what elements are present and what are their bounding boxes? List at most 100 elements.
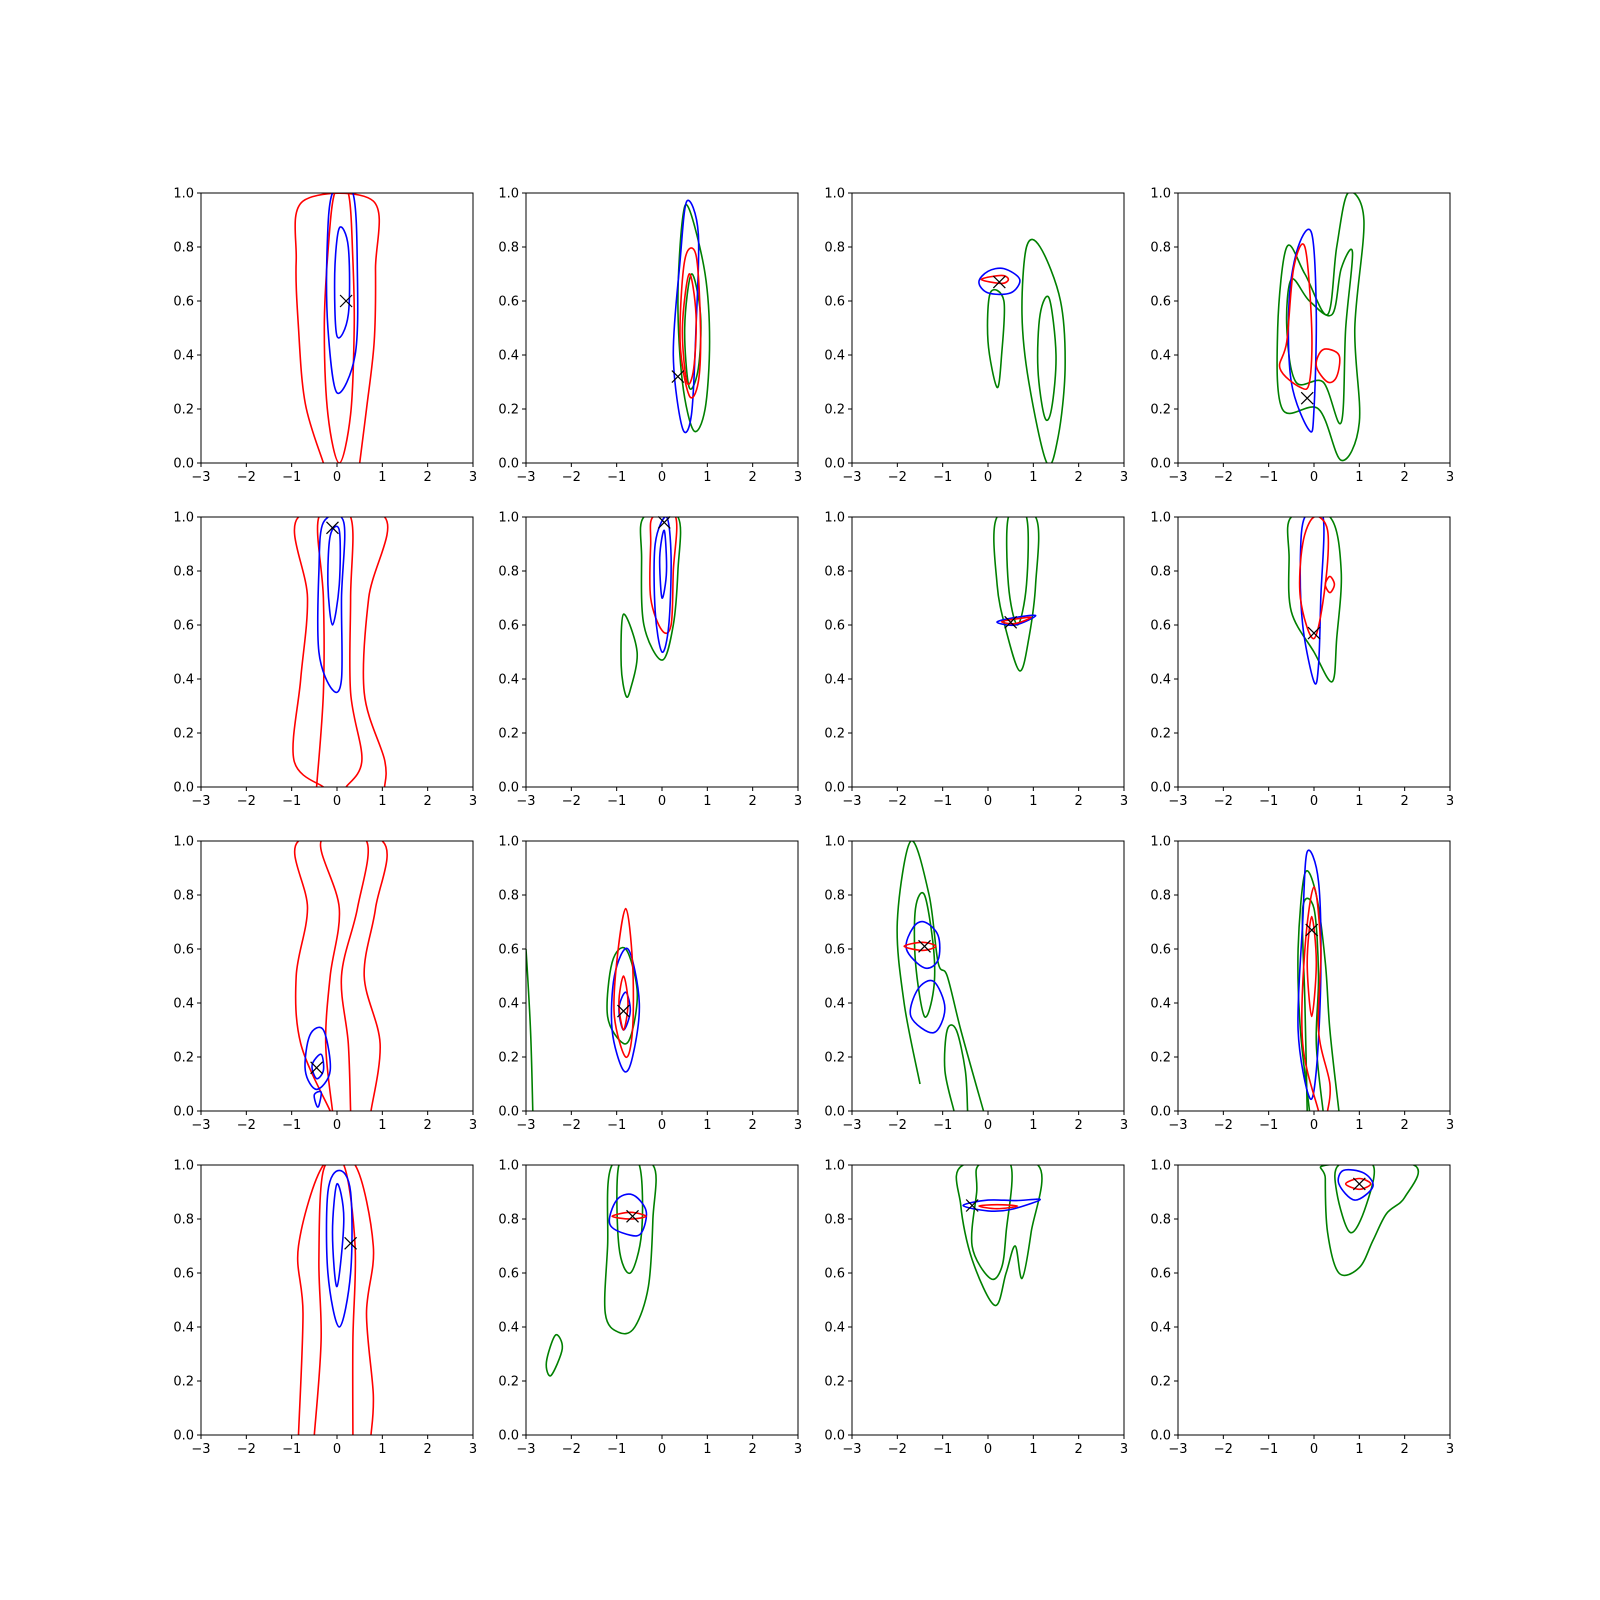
x-tick-label: 1 <box>1029 1118 1037 1133</box>
green-contour <box>1297 870 1340 1111</box>
x-tick-label: 2 <box>424 1442 432 1457</box>
red-contour <box>1344 1177 1372 1191</box>
x-tick-label: 0 <box>1310 1118 1318 1133</box>
x-tick-label: −2 <box>562 1118 581 1133</box>
subplot-2: −3 −2 −1 0 1 2 3 0.0 0.2 0.4 0.6 0.8 1.0 <box>498 187 802 486</box>
y-tick-label: 1.0 <box>173 1159 194 1174</box>
y-tick-label: 0.8 <box>1150 565 1171 580</box>
y-tick-label: 0.0 <box>824 1105 845 1120</box>
red-contour <box>1000 616 1032 625</box>
x-tick-label: −3 <box>842 1442 861 1457</box>
y-tick-label: 0.0 <box>824 781 845 796</box>
red-contour <box>1306 915 1318 1018</box>
x-tick-label: −3 <box>516 1442 535 1457</box>
x-tick-label: −1 <box>1259 1118 1278 1133</box>
red-contour <box>1278 243 1313 391</box>
x-tick-label: 1 <box>378 1118 386 1133</box>
y-tick-label: 0.8 <box>1150 889 1171 904</box>
y-tick-label: 1.0 <box>824 835 845 850</box>
y-tick-label: 0.8 <box>173 565 194 580</box>
blue-contour <box>1299 517 1325 685</box>
x-tick-label: −1 <box>1259 470 1278 485</box>
x-tick-label: −2 <box>888 1118 907 1133</box>
x-tick-label: 2 <box>1075 1118 1083 1133</box>
x-tick-label: −2 <box>237 1118 256 1133</box>
y-tick-label: 0.6 <box>1150 1267 1171 1282</box>
x-tick-label: 2 <box>1401 1442 1409 1457</box>
x-tick-label: 3 <box>469 794 477 809</box>
y-tick-label: 1.0 <box>1150 1159 1171 1174</box>
marker-x <box>617 1004 630 1018</box>
green-contour <box>970 1165 1013 1281</box>
y-tick-label: 0.4 <box>173 1321 194 1336</box>
y-tick-label: 0.6 <box>173 1267 194 1282</box>
red-contour <box>978 1203 1019 1210</box>
x-tick-label: −1 <box>1259 1442 1278 1457</box>
x-tick-label: −2 <box>1214 1442 1233 1457</box>
y-tick-label: 0.6 <box>173 295 194 310</box>
x-tick-label: 3 <box>469 1442 477 1457</box>
y-tick-label: 0.2 <box>173 1375 194 1390</box>
x-tick-label: 3 <box>794 1118 802 1133</box>
y-tick-label: 0.6 <box>498 295 519 310</box>
contour-lines <box>1286 517 1343 685</box>
red-contour <box>681 273 697 386</box>
x-tick-label: 0 <box>333 794 341 809</box>
x-tick-label: 3 <box>1120 1118 1128 1133</box>
blue-contour <box>610 947 641 1073</box>
y-tick-label: 0.6 <box>824 943 845 958</box>
x-tick-label: −3 <box>191 470 210 485</box>
red-contour <box>292 517 389 787</box>
green-contour <box>1036 295 1057 422</box>
red-contour <box>293 841 388 1111</box>
subplot-14: −3 −2 −1 0 1 2 3 0.0 0.2 0.4 0.6 0.8 1.0 <box>498 1159 802 1458</box>
x-tick-label: 0 <box>333 470 341 485</box>
contour-lines <box>296 1165 375 1435</box>
x-tick-label: −3 <box>1168 1442 1187 1457</box>
x-tick-label: 3 <box>469 470 477 485</box>
subplot-5: −3 −2 −1 0 1 2 3 0.0 0.2 0.4 0.6 0.8 1.0 <box>173 511 477 810</box>
blue-contour <box>905 920 941 970</box>
x-tick-label: −2 <box>1214 470 1233 485</box>
y-tick-label: 0.4 <box>498 997 519 1012</box>
x-tick-label: 0 <box>984 794 992 809</box>
blue-contour <box>327 525 342 626</box>
contour-lines <box>293 841 388 1111</box>
blue-contour <box>1287 228 1318 433</box>
y-tick-label: 0.8 <box>824 1213 845 1228</box>
blue-contour <box>978 267 1021 296</box>
blue-contour <box>672 199 700 434</box>
subplot-16: −3 −2 −1 0 1 2 3 0.0 0.2 0.4 0.6 0.8 1.0 <box>1150 1159 1454 1458</box>
contour-lines <box>1319 1165 1420 1277</box>
y-tick-label: 0.4 <box>824 997 845 1012</box>
x-tick-label: 2 <box>749 794 757 809</box>
x-tick-label: 1 <box>1029 470 1037 485</box>
red-contour <box>313 1165 357 1435</box>
y-tick-label: 0.0 <box>1150 781 1171 796</box>
x-tick-label: −3 <box>842 470 861 485</box>
y-tick-label: 0.2 <box>1150 1051 1171 1066</box>
x-tick-label: −1 <box>282 470 301 485</box>
x-tick-label: −3 <box>842 794 861 809</box>
x-tick-label: 0 <box>333 1442 341 1457</box>
x-tick-label: 2 <box>1075 470 1083 485</box>
green-contour <box>1286 517 1343 683</box>
y-tick-label: 0.0 <box>173 457 194 472</box>
x-tick-label: 2 <box>1401 1118 1409 1133</box>
red-contour <box>319 841 370 1111</box>
x-tick-label: 1 <box>1029 794 1037 809</box>
x-tick-label: −1 <box>933 1118 952 1133</box>
x-tick-label: −1 <box>282 1442 301 1457</box>
y-tick-label: 0.2 <box>824 1051 845 1066</box>
x-tick-label: 2 <box>749 1442 757 1457</box>
subplot-12: −3 −2 −1 0 1 2 3 0.0 0.2 0.4 0.6 0.8 1.0 <box>1150 835 1454 1134</box>
x-tick-label: 0 <box>1310 794 1318 809</box>
green-contour <box>526 948 534 1111</box>
contour-lines <box>526 907 641 1111</box>
y-tick-label: 0.6 <box>824 295 845 310</box>
y-tick-label: 0.4 <box>498 349 519 364</box>
green-contour <box>1319 1165 1420 1277</box>
x-tick-label: 3 <box>1120 470 1128 485</box>
